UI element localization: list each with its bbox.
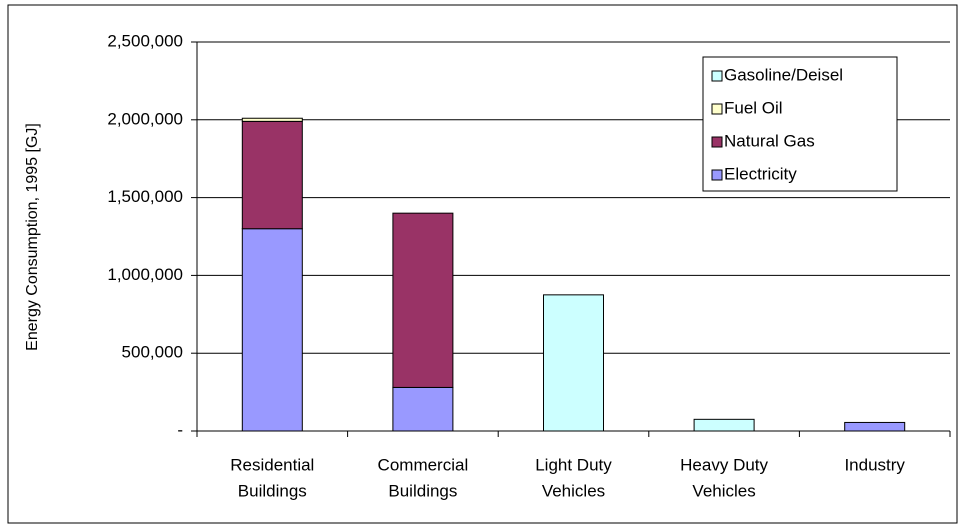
legend-box bbox=[702, 56, 898, 192]
y-tick-label: 500,000 bbox=[122, 343, 183, 362]
x-tick-label: Commercial bbox=[378, 455, 469, 474]
y-tick-label: 1,500,000 bbox=[107, 187, 183, 206]
legend-label: Fuel Oil bbox=[724, 98, 783, 117]
legend-label: Gasoline/Deisel bbox=[724, 65, 843, 84]
x-tick-label: Light Duty bbox=[535, 455, 612, 474]
y-tick-label: 2,000,000 bbox=[107, 109, 183, 128]
bar-segment bbox=[241, 120, 303, 230]
y-tick-label: - bbox=[177, 420, 183, 439]
bar-segment bbox=[241, 117, 303, 122]
legend-swatch bbox=[711, 70, 723, 82]
x-tick-label: Heavy Duty bbox=[680, 455, 768, 474]
bar-segment bbox=[392, 212, 454, 388]
bar-segment bbox=[693, 418, 755, 432]
x-tick-label: Industry bbox=[844, 455, 905, 474]
x-tick-label: Buildings bbox=[238, 481, 307, 500]
legend-label: Electricity bbox=[724, 164, 797, 183]
y-axis-label: Energy Consumption, 1995 [GJ] bbox=[24, 123, 41, 351]
bar-segment bbox=[392, 386, 454, 432]
y-tick-label: 2,500,000 bbox=[107, 31, 183, 50]
x-tick-label: Vehicles bbox=[542, 481, 605, 500]
y-tick-label: 1,000,000 bbox=[107, 265, 183, 284]
bar-segment bbox=[241, 228, 303, 432]
legend-swatch bbox=[711, 136, 723, 148]
bar-segment bbox=[543, 294, 604, 432]
bar-segment bbox=[844, 421, 906, 432]
legend-swatch bbox=[711, 103, 723, 115]
x-tick-label: Vehicles bbox=[692, 481, 755, 500]
x-tick-label: Buildings bbox=[388, 481, 457, 500]
legend-label: Natural Gas bbox=[724, 131, 815, 150]
x-tick-label: Residential bbox=[230, 455, 314, 474]
legend-swatch bbox=[711, 169, 723, 181]
